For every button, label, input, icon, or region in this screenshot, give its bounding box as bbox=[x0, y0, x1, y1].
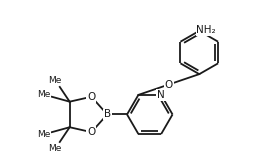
Text: O: O bbox=[165, 80, 173, 89]
Text: Me: Me bbox=[49, 144, 62, 153]
Text: O: O bbox=[87, 92, 96, 102]
Text: NH₂: NH₂ bbox=[196, 25, 216, 35]
Text: O: O bbox=[87, 127, 96, 137]
Text: N: N bbox=[157, 90, 165, 100]
Text: B: B bbox=[104, 109, 111, 119]
Text: Me: Me bbox=[49, 76, 62, 85]
Text: Me: Me bbox=[37, 130, 51, 139]
Text: Me: Me bbox=[37, 90, 51, 99]
